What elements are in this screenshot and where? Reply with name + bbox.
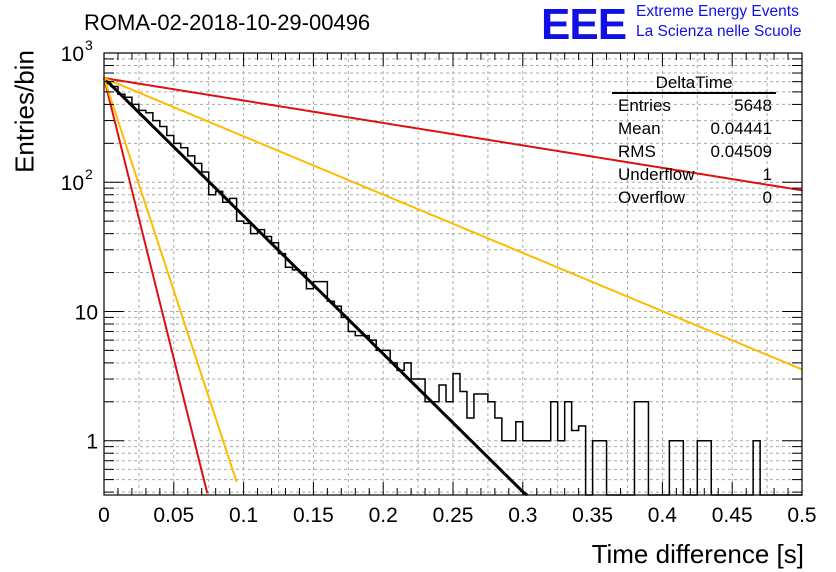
x-tick-label: 0.35 [572,504,613,527]
y-tick-label: 10 [75,301,98,324]
x-tick-label: 0.1 [229,504,258,527]
x-tick-label: 0.2 [369,504,398,527]
eee-logo-text: Extreme Energy Events La Scienza nelle S… [636,2,801,42]
fit-curve-4 [103,77,803,192]
y-tick-exponent: 2 [85,166,93,182]
stats-row-entries: Entries 5648 [612,94,776,117]
x-tick-label: 0.4 [648,504,678,527]
stats-value: 1 [762,165,772,184]
stats-label: Underflow [618,165,695,184]
stats-label: RMS [618,142,656,161]
stats-value: 5648 [734,96,772,115]
stats-value: 0 [762,188,772,207]
x-tick-label: 0.3 [508,504,537,527]
x-tick-label: 0.15 [293,504,334,527]
fit-curve-5 [103,77,803,371]
histogram-outline [104,82,802,496]
y-tick-label: 10 [61,172,84,195]
y-tick-label: 10 [61,43,84,66]
x-tick-label: 0.05 [153,504,194,527]
x-tick-label: 0.45 [712,504,753,527]
stats-box: DeltaTime Entries 5648 Mean 0.04441 RMS … [612,74,776,209]
stats-row-underflow: Underflow 1 [612,163,776,186]
x-tick-label: 0 [98,504,110,527]
stats-label: Mean [618,119,661,138]
stats-row-mean: Mean 0.04441 [612,117,776,140]
eee-logo-line2: La Scienza nelle Scuole [636,23,802,40]
stats-row-rms: RMS 0.04509 [612,140,776,163]
stats-label: Overflow [618,188,686,207]
eee-logo: EEE [541,0,627,49]
fit-curve-1 [102,76,529,497]
x-axis-label: Time difference [s] [591,539,804,569]
y-tick-label: 1 [86,431,98,454]
stats-value: 0.04441 [710,119,772,138]
stats-box-title: DeltaTime [612,74,776,94]
x-tick-label: 0.25 [433,504,474,527]
y-axis-label: Entries/bin [9,50,40,173]
eee-logo-line1: Extreme Energy Events [636,3,799,20]
fit-curve-2 [103,77,209,494]
stats-label: Entries [618,96,671,115]
y-tick-exponent: 3 [85,37,93,53]
plot-title: ROMA-02-2018-10-29-00496 [84,10,371,35]
stats-row-overflow: Overflow 0 [612,186,776,209]
fit-curve-3 [103,77,238,483]
stats-value: 0.04509 [710,142,772,161]
x-tick-label: 0.5 [787,504,816,527]
